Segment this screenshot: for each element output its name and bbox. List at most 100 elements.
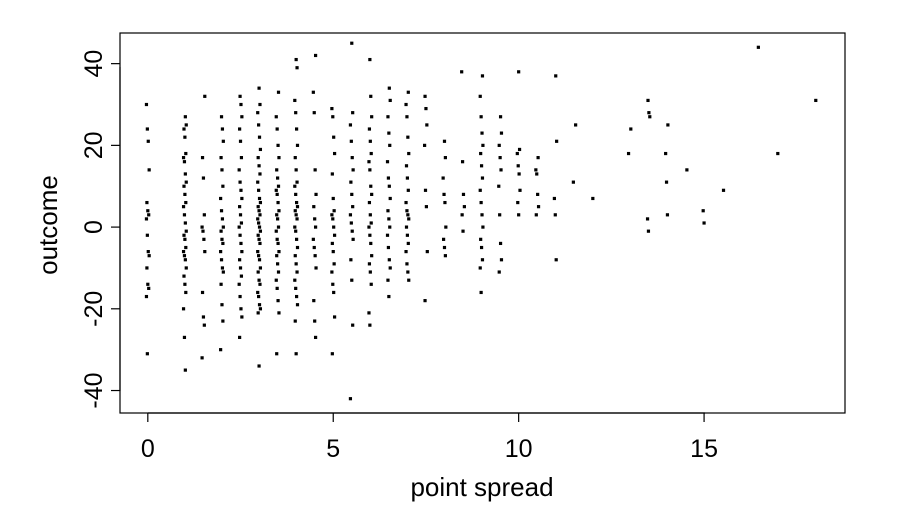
data-point — [295, 270, 299, 274]
data-point — [591, 196, 595, 201]
data-point — [183, 115, 187, 119]
data-point — [183, 368, 187, 372]
data-point — [480, 74, 485, 78]
data-point — [238, 205, 242, 209]
data-point — [404, 225, 409, 229]
data-point — [443, 156, 447, 160]
data-point — [293, 225, 297, 229]
data-point — [147, 286, 151, 290]
data-point — [202, 213, 206, 217]
data-point — [258, 241, 262, 246]
data-point — [181, 205, 186, 209]
data-point — [295, 143, 300, 147]
data-point — [257, 254, 261, 258]
data-point — [184, 290, 188, 295]
data-point — [144, 294, 149, 299]
data-point — [183, 221, 187, 225]
data-point — [181, 156, 186, 160]
data-point — [312, 205, 316, 209]
data-point — [313, 53, 318, 58]
data-point — [348, 213, 353, 217]
data-point — [404, 164, 409, 168]
data-point — [276, 270, 281, 274]
data-point — [369, 282, 373, 286]
data-point — [276, 299, 280, 303]
data-point — [441, 176, 445, 180]
data-point — [406, 270, 410, 274]
data-point — [183, 258, 187, 262]
data-point — [387, 258, 391, 262]
data-point — [144, 217, 149, 221]
data-point — [294, 352, 298, 356]
data-point — [147, 213, 151, 217]
data-point — [221, 225, 225, 229]
data-point — [294, 111, 298, 115]
data-point — [274, 278, 278, 282]
data-point — [295, 180, 299, 184]
data-point — [239, 307, 243, 311]
data-point — [183, 172, 187, 176]
data-point — [275, 192, 279, 196]
data-point — [256, 217, 260, 221]
data-point — [348, 123, 353, 127]
data-point — [385, 160, 390, 164]
data-point — [406, 90, 410, 94]
data-point — [295, 237, 299, 241]
data-point — [499, 258, 504, 262]
data-point — [313, 217, 317, 221]
data-point — [277, 311, 281, 315]
data-point — [256, 290, 260, 295]
data-point — [423, 143, 427, 147]
data-point — [405, 115, 409, 119]
data-point — [275, 254, 279, 258]
data-point — [479, 245, 484, 250]
data-point — [369, 241, 373, 246]
data-point — [257, 164, 261, 168]
data-point — [220, 303, 224, 307]
data-point — [238, 127, 242, 131]
data-point — [497, 184, 501, 188]
data-point — [238, 213, 243, 217]
data-point — [146, 282, 150, 286]
data-point — [423, 94, 427, 98]
data-point — [202, 237, 206, 241]
data-point — [258, 282, 262, 286]
data-point — [293, 278, 297, 282]
data-point — [276, 184, 281, 188]
data-point — [239, 188, 243, 192]
data-point — [351, 323, 355, 327]
data-point — [331, 115, 335, 119]
data-point — [203, 250, 207, 254]
data-point — [294, 192, 298, 196]
data-point — [219, 115, 224, 119]
data-point — [479, 151, 483, 156]
data-point — [386, 176, 391, 180]
data-point — [368, 270, 372, 274]
data-point — [184, 123, 188, 127]
data-point — [499, 168, 503, 172]
data-point — [534, 213, 538, 217]
data-point — [183, 135, 187, 139]
data-point — [200, 356, 204, 360]
y-tick-label: 40 — [80, 50, 108, 78]
data-point — [200, 290, 205, 295]
data-point — [387, 184, 391, 188]
data-point — [182, 274, 186, 278]
data-point — [312, 245, 316, 250]
data-point — [276, 176, 280, 180]
data-point — [293, 319, 297, 323]
data-point — [330, 270, 334, 274]
data-point — [239, 241, 243, 246]
data-point — [534, 168, 538, 172]
data-point — [184, 151, 188, 156]
data-point — [239, 274, 244, 278]
data-point — [184, 266, 188, 270]
data-point — [257, 209, 261, 213]
data-point — [238, 94, 242, 98]
data-point — [294, 213, 298, 217]
data-point — [407, 217, 411, 221]
data-point — [275, 286, 279, 290]
data-point — [424, 106, 428, 111]
data-point — [423, 188, 428, 192]
data-point — [461, 192, 466, 196]
